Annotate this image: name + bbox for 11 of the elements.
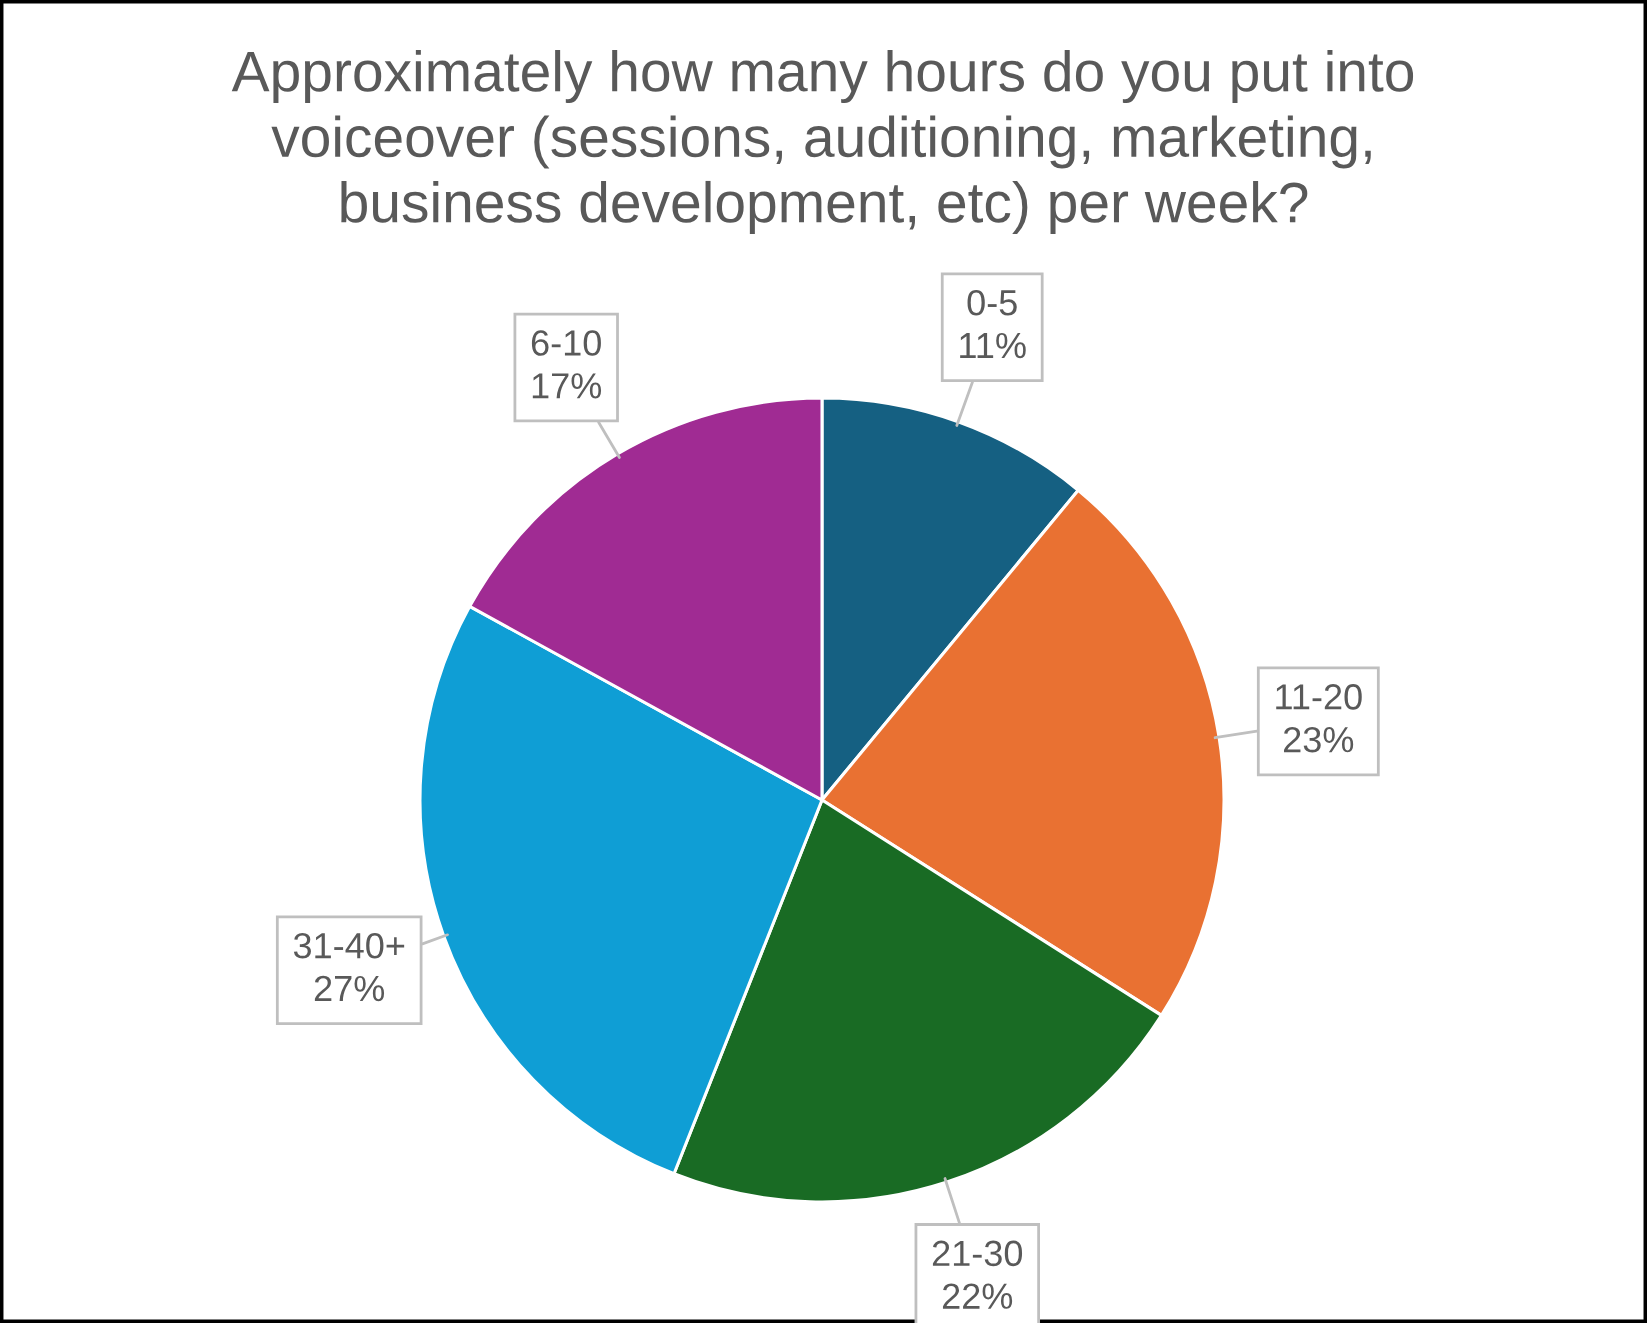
data-label: 27% <box>314 975 385 1002</box>
data-label: 17% <box>532 373 602 399</box>
slice-label: 21-30 <box>932 1240 1023 1267</box>
slice-label: 0-5 <box>967 289 1017 316</box>
data-label: 22% <box>942 1283 1013 1309</box>
slice-label: 31-40+ <box>293 932 405 959</box>
slice-label: 6-10 <box>531 330 601 356</box>
data-label: 11% <box>960 332 1026 359</box>
data-label: 23% <box>1283 726 1354 753</box>
chart-title: Approximately how many hours do you put into voiceover (sessions, auditioning, marketing, business development, etc) per week? <box>231 50 1414 235</box>
slice-label: 11-20 <box>1276 684 1362 710</box>
